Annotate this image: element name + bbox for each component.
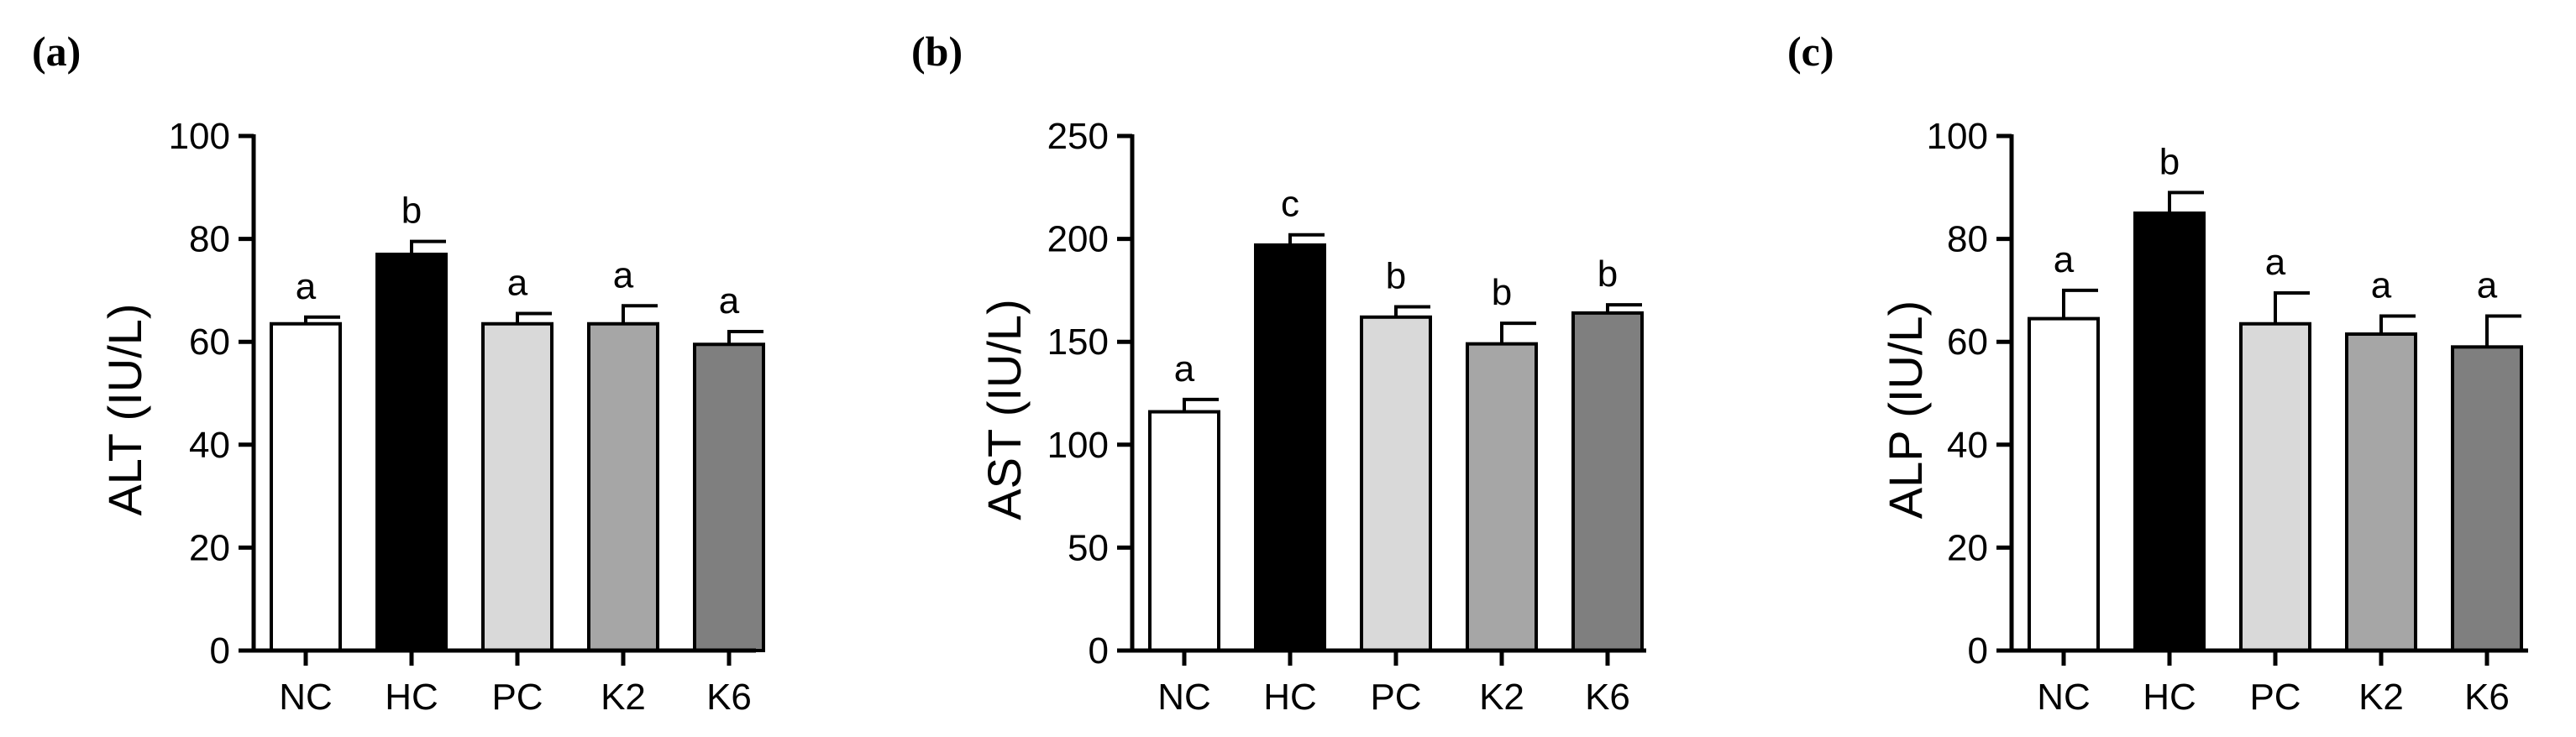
y-tick-label: 250: [1047, 116, 1109, 157]
x-tick-label: K6: [1585, 677, 1630, 718]
y-axis-title: AST (IU/L): [978, 299, 1031, 520]
bar-nc: [1148, 410, 1220, 652]
significance-letter: a: [2477, 265, 2498, 306]
significance-letter: a: [2265, 242, 2286, 283]
x-tick-label: NC: [1157, 677, 1211, 718]
bar-k6: [2451, 345, 2523, 652]
y-tick-label: 150: [1047, 321, 1109, 363]
y-tick-label: 40: [1947, 425, 1988, 466]
significance-letter: b: [1386, 256, 1406, 297]
x-tick-label: K2: [1479, 677, 1524, 718]
significance-letter: b: [1492, 272, 1512, 313]
significance-letter: a: [613, 254, 634, 295]
plot-area: 0 20 40 60 80 100 a NC b HC a PC a K2 a K6: [169, 116, 765, 718]
bar-nc: [2028, 316, 2100, 652]
x-tick-label: HC: [2143, 677, 2196, 718]
y-tick-label: 100: [1047, 425, 1109, 466]
bar-hc: [375, 252, 448, 652]
significance-letter: a: [2371, 265, 2392, 306]
panel-label: (c): [1787, 28, 1834, 75]
y-axis-title: ALP (IU/L): [1879, 301, 1932, 519]
panel-label: (a): [32, 28, 81, 75]
bar-pc: [2239, 321, 2311, 652]
plot-area: 0 50 100 150 200 250 a NC c HC b PC b K2 b K6: [1047, 116, 1646, 718]
y-axis-title: ALT (IU/L): [98, 303, 151, 515]
significance-letter: a: [296, 266, 317, 307]
bar-nc: [270, 321, 342, 652]
y-tick-label: 200: [1047, 219, 1109, 260]
chart-panel-b: (b) AST (IU/L) 0 50 100 150 200 250 a NC c HC b PC b…: [911, 28, 1646, 718]
y-tick-label: 0: [210, 630, 230, 672]
x-tick-label: PC: [491, 677, 543, 718]
bar-pc: [481, 321, 553, 652]
significance-letter: b: [1598, 254, 1618, 295]
x-tick-label: NC: [279, 677, 333, 718]
significance-letter: a: [2054, 239, 2075, 280]
x-tick-label: HC: [385, 677, 438, 718]
bar-pc: [1360, 315, 1432, 652]
x-tick-label: K2: [2358, 677, 2404, 718]
bar-k2: [2345, 332, 2417, 652]
y-tick-label: 0: [1089, 630, 1109, 672]
significance-letter: a: [507, 262, 528, 303]
significance-letter: a: [719, 280, 740, 321]
y-tick-label: 50: [1068, 527, 1109, 568]
y-tick-label: 20: [1947, 527, 1988, 568]
x-tick-label: HC: [1263, 677, 1317, 718]
significance-letter: b: [2159, 141, 2180, 182]
y-tick-label: 20: [189, 527, 230, 568]
panel-label: (b): [911, 28, 963, 75]
bar-k2: [1466, 342, 1538, 652]
y-tick-label: 40: [189, 425, 230, 466]
y-tick-label: 100: [1927, 116, 1988, 157]
y-tick-label: 80: [1947, 219, 1988, 260]
x-tick-label: K6: [706, 677, 752, 718]
y-tick-label: 60: [1947, 321, 1988, 363]
x-tick-label: K6: [2464, 677, 2510, 718]
y-tick-label: 0: [1968, 630, 1988, 672]
y-tick-label: 80: [189, 219, 230, 260]
y-tick-label: 100: [169, 116, 230, 157]
bar-hc: [2133, 211, 2206, 652]
chart-panel-a: (a) ALT (IU/L) 0 20 40 60 80 100 a NC b HC a PC a K2 a…: [32, 28, 765, 718]
bar-k2: [587, 321, 659, 652]
bar-hc: [1254, 243, 1326, 652]
significance-letter: a: [1174, 348, 1195, 389]
significance-letter: b: [401, 191, 422, 232]
x-tick-label: PC: [1370, 677, 1421, 718]
plot-area: 0 20 40 60 80 100 a NC b HC a PC a K2 a K6: [1927, 116, 2528, 718]
significance-letter: c: [1281, 184, 1299, 225]
x-tick-label: PC: [2249, 677, 2301, 718]
chart-panel-c: (c) ALP (IU/L) 0 20 40 60 80 100 a NC b HC a PC a K2 a…: [1787, 28, 2528, 718]
bar-k6: [693, 342, 765, 652]
x-tick-label: K2: [601, 677, 646, 718]
x-tick-label: NC: [2037, 677, 2091, 718]
y-tick-label: 60: [189, 321, 230, 363]
bar-k6: [1571, 311, 1644, 652]
